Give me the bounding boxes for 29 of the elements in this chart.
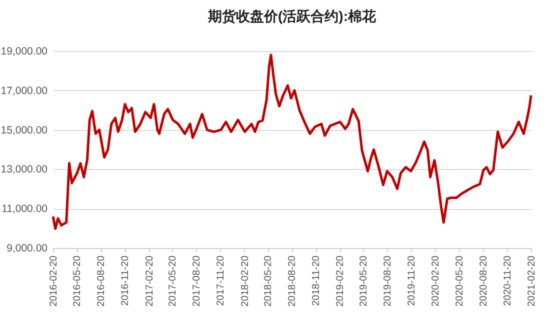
y-tick-label: 13,000.00 xyxy=(0,164,48,176)
x-tick-label: 2016-11-20 xyxy=(120,255,132,306)
x-tick-label: 2017-02-20 xyxy=(144,255,156,307)
x-tick-label: 2021-02-20 xyxy=(526,255,538,307)
x-tick-label: 2020-02-20 xyxy=(430,255,442,307)
x-tick-label: 2016-02-20 xyxy=(48,255,60,307)
x-tick-label: 2017-05-20 xyxy=(168,255,179,307)
x-tick-label: 2020-08-20 xyxy=(478,255,490,307)
line-series xyxy=(52,54,532,230)
x-tick-label: 2018-11-20 xyxy=(311,255,322,306)
x-tick-label: 2019-05-20 xyxy=(358,255,370,307)
x-tick-label: 2016-05-20 xyxy=(72,255,84,307)
y-tick-label: 11,000.00 xyxy=(2,203,48,216)
y-tick-label: 17,000.00 xyxy=(0,84,48,97)
x-tick-label: 2020-11-20 xyxy=(502,255,514,306)
y-tick-label: 9,000.00 xyxy=(6,242,48,254)
x-tick-label: 2018-08-20 xyxy=(287,255,298,307)
x-tick-label: 2020-05-20 xyxy=(454,255,466,307)
chart-title: 期货收盘价(活跃合约):棉花 xyxy=(207,8,377,24)
x-tick-label: 2016-08-20 xyxy=(96,255,108,307)
x-tick-label: 2019-08-20 xyxy=(382,255,394,307)
x-tick-label: 2018-02-20 xyxy=(240,255,251,307)
x-tick-label: 2017-08-20 xyxy=(192,255,203,307)
x-tick-label: 2019-11-20 xyxy=(406,255,418,306)
x-tick-label: 2019-02-20 xyxy=(335,255,346,307)
x-tick-label: 2018-05-20 xyxy=(263,255,274,307)
y-tick-label: 19,000.00 xyxy=(0,46,48,58)
y-tick-label: 15,000.00 xyxy=(0,124,48,136)
x-tick-label: 2017-11-20 xyxy=(216,255,227,306)
